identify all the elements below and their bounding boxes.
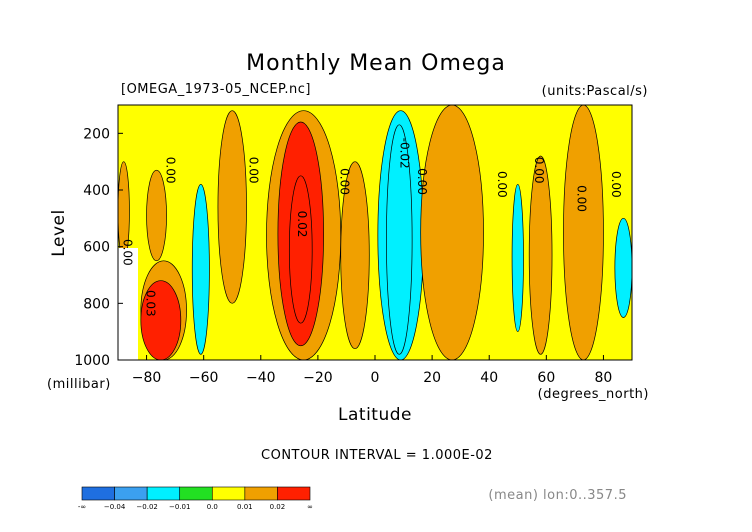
x-axis-units: (degrees_north): [538, 387, 649, 402]
contour-label-7: 0.00: [532, 157, 546, 184]
missing-data-patch: [118, 248, 138, 360]
contour-region-12: [386, 124, 413, 355]
contour-label-9: 0.00: [609, 171, 623, 198]
colorbar-tick-label-2: −0.02: [136, 503, 157, 511]
x-tick-label-5: 20: [423, 370, 441, 386]
contour-label-0: 0.00: [164, 157, 178, 184]
y-tick-label-4: 1000: [74, 353, 110, 369]
contour-label-2: 0.02: [295, 211, 309, 238]
y-tick-label-3: 800: [83, 296, 110, 312]
contour-region-4: [140, 280, 182, 360]
contour-label-8: 0.00: [575, 185, 589, 212]
contour-region-13: [420, 105, 484, 360]
contour-region-6: [217, 110, 247, 304]
x-axis-label: Latitude: [338, 405, 412, 425]
contour-label-4: -0.02: [398, 138, 412, 169]
colorbar-tick-label-4: 0.0: [207, 503, 218, 511]
contour-fill-regions: [118, 105, 632, 360]
colorbar: -∞ −0.04 −0.02 −0.01 0.0 0.01 0.02 ∞: [78, 486, 313, 511]
contour-label-5: 0.00: [415, 168, 429, 195]
x-tick-label-1: −60: [189, 370, 219, 386]
colorbar-tick-label-1: −0.04: [104, 503, 126, 511]
contour-region-9: [288, 175, 313, 324]
y-axis-label: Level: [49, 209, 69, 256]
contour-labels: 0.00 0.000.020.00-0.020.00 0.000.000.000.0…: [121, 138, 623, 317]
colorbar-tick-label-3: −0.01: [169, 503, 190, 511]
x-tick-label-8: 80: [595, 370, 613, 386]
plot-area: 0.00 0.000.020.00-0.020.00 0.000.000.000.0…: [117, 104, 633, 361]
y-axis-units: (millibar): [47, 377, 111, 392]
x-tick-label-6: 40: [480, 370, 498, 386]
colorbar-swatch-0: [81, 486, 115, 501]
file-label: [OMEGA_1973-05_NCEP.nc]: [121, 82, 311, 97]
colorbar-swatch-1: [114, 486, 148, 501]
contour-label-6: 0.00: [495, 171, 509, 198]
contour-region-14: [511, 183, 524, 333]
chart-title: Monthly Mean Omega: [246, 51, 506, 76]
colorbar-tick-label-0: -∞: [78, 503, 86, 511]
x-tick-label-4: 0: [371, 370, 380, 386]
y-tick-label-2: 600: [83, 240, 110, 256]
colorbar-swatch-5: [244, 486, 278, 501]
colorbar-swatch-6: [277, 486, 311, 501]
colorbar-tick-label-5: 0.01: [237, 503, 253, 511]
y-tick-label-0: 200: [83, 126, 110, 142]
contour-region-16: [563, 105, 604, 360]
contour-region-15: [528, 155, 553, 355]
contour-label-3: 0.00: [338, 168, 352, 195]
contour-region-2: [146, 169, 167, 262]
contour-label-10: 0.00: [121, 239, 135, 266]
colorbar-swatch-4: [211, 486, 246, 501]
x-tick-label-0: −80: [132, 370, 162, 386]
x-axis-ticks: −80 −60 −40 −20 0 20 40 60 80: [132, 355, 613, 386]
contour-region-17: [614, 217, 632, 318]
contour-region-10: [340, 161, 370, 350]
colorbar-tick-label-6: 0.02: [270, 503, 286, 511]
colorbar-tick-label-7: ∞: [307, 503, 313, 511]
colorbar-swatch-2: [146, 486, 181, 501]
x-tick-label-2: −40: [246, 370, 276, 386]
contour-interval-text: CONTOUR INTERVAL = 1.000E-02: [261, 448, 493, 463]
contour-label-1: 0.00: [246, 157, 260, 184]
y-tick-label-1: 400: [83, 183, 110, 199]
contour-label-11: 0.03: [144, 290, 158, 317]
units-label: (units:Pascal/s): [542, 84, 648, 99]
contour-region-5: [191, 183, 210, 355]
colorbar-swatch-3: [179, 486, 213, 501]
x-tick-label-7: 60: [537, 370, 555, 386]
x-tick-label-3: −20: [303, 370, 333, 386]
mean-label: (mean) lon:0..357.5: [488, 488, 627, 503]
y-axis-ticks: 200 400 600 800 1000: [74, 126, 123, 369]
